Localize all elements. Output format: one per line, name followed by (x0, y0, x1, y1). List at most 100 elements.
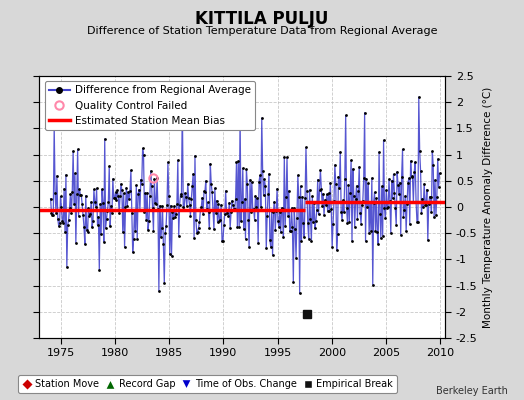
Point (283, 213, 292, 220)
Point (313, 207, 321, 214)
Point (341, 176, 349, 182)
Point (303, 220, 312, 226)
Point (116, 193, 124, 199)
Point (307, 238, 315, 245)
Point (102, 216, 111, 222)
Point (145, 218, 153, 224)
Point (280, 154, 289, 160)
Point (74, 212, 83, 219)
Point (378, 232, 387, 239)
Point (89, 218, 97, 224)
Point (413, 218, 422, 225)
Point (321, 197, 329, 203)
Point (357, 220, 365, 227)
Point (270, 198, 279, 205)
Point (323, 208, 332, 214)
Point (158, 203, 167, 210)
Point (246, 177, 254, 183)
Point (358, 201, 366, 208)
Point (276, 209, 284, 215)
Point (362, 238, 370, 244)
Point (264, 191, 272, 197)
Point (79, 212, 88, 218)
Point (199, 211, 208, 217)
Point (392, 222, 400, 228)
Point (273, 185, 281, 192)
Point (345, 219, 354, 225)
Point (253, 195, 261, 202)
Point (267, 244, 275, 250)
Point (59, 220, 68, 226)
Point (217, 201, 225, 208)
Point (283, 154, 291, 160)
Point (272, 208, 280, 214)
Point (405, 175, 413, 182)
Point (417, 210, 425, 216)
Point (395, 191, 403, 198)
Point (433, 156, 442, 162)
Point (171, 214, 179, 220)
Point (431, 177, 439, 183)
Point (332, 247, 341, 254)
Point (102, 224, 110, 231)
Point (412, 199, 420, 206)
Point (239, 226, 248, 232)
Point (355, 164, 364, 170)
Point (238, 165, 247, 172)
Point (91, 199, 99, 206)
Point (196, 207, 204, 213)
Point (198, 194, 206, 201)
Point (47, 196, 55, 202)
Point (112, 189, 120, 196)
Point (304, 235, 313, 242)
Point (155, 288, 163, 294)
Text: KITTILA PULJU: KITTILA PULJU (195, 10, 329, 28)
Point (101, 136, 109, 142)
Point (351, 223, 359, 230)
Point (350, 192, 358, 199)
Point (343, 220, 352, 226)
Point (61, 229, 69, 235)
Point (206, 160, 214, 167)
Point (56, 193, 64, 200)
Point (188, 183, 196, 190)
Point (182, 194, 190, 200)
Point (124, 188, 133, 195)
Point (293, 215, 301, 222)
Point (159, 241, 168, 247)
Point (228, 198, 236, 204)
Point (117, 181, 125, 187)
Point (342, 112, 350, 118)
Point (52, 210, 60, 216)
Point (290, 205, 299, 211)
Point (185, 202, 194, 208)
Point (245, 244, 253, 250)
Point (294, 194, 303, 200)
Point (362, 176, 370, 182)
Point (53, 216, 62, 222)
Point (71, 170, 79, 177)
Point (123, 203, 132, 210)
Point (82, 227, 91, 233)
Point (250, 216, 259, 223)
Point (388, 177, 396, 184)
Point (76, 192, 84, 198)
Point (97, 230, 105, 237)
Point (98, 186, 106, 193)
Point (212, 210, 220, 216)
Point (379, 137, 388, 144)
Point (100, 238, 108, 245)
Point (140, 209, 149, 216)
Point (305, 187, 314, 193)
Point (147, 183, 156, 190)
Point (195, 219, 204, 225)
Point (169, 214, 178, 221)
Point (115, 210, 123, 216)
Point (193, 229, 202, 235)
Point (161, 230, 169, 236)
Point (212, 197, 221, 204)
Point (402, 228, 410, 234)
Point (64, 216, 73, 223)
Point (261, 183, 269, 190)
Point (416, 148, 424, 154)
